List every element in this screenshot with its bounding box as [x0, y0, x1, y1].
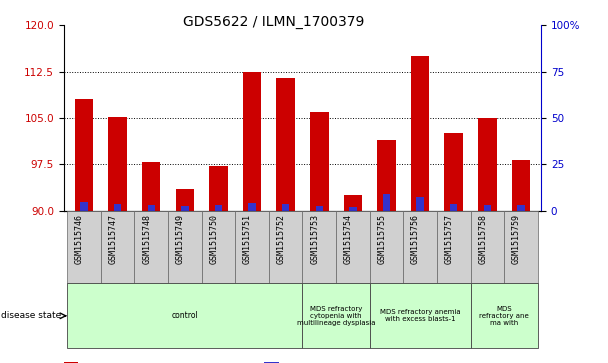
- Text: GSM1515749: GSM1515749: [176, 214, 185, 264]
- Text: control: control: [171, 311, 198, 320]
- Text: GSM1515753: GSM1515753: [310, 214, 319, 264]
- Text: GSM1515758: GSM1515758: [478, 214, 488, 264]
- Bar: [235, 211, 269, 283]
- Text: GSM1515755: GSM1515755: [378, 214, 387, 264]
- Text: GSM1515756: GSM1515756: [411, 214, 420, 264]
- Bar: [370, 283, 471, 348]
- Bar: [310, 112, 328, 211]
- Bar: [483, 205, 491, 211]
- Bar: [181, 206, 188, 211]
- Bar: [202, 211, 235, 283]
- Bar: [303, 211, 336, 283]
- Bar: [471, 211, 504, 283]
- Text: GSM1515752: GSM1515752: [277, 214, 286, 264]
- Bar: [478, 118, 497, 211]
- Bar: [416, 197, 424, 211]
- Bar: [209, 166, 227, 211]
- Bar: [316, 206, 323, 211]
- Bar: [450, 204, 457, 211]
- Text: GSM1515754: GSM1515754: [344, 214, 353, 264]
- Bar: [67, 283, 303, 348]
- Text: GSM1515747: GSM1515747: [109, 214, 117, 264]
- Bar: [101, 211, 134, 283]
- Bar: [383, 194, 390, 211]
- Bar: [344, 195, 362, 211]
- Bar: [403, 211, 437, 283]
- Bar: [471, 283, 537, 348]
- Bar: [277, 78, 295, 211]
- Bar: [108, 117, 127, 211]
- Bar: [114, 204, 122, 211]
- Text: GSM1515759: GSM1515759: [512, 214, 521, 264]
- Bar: [67, 211, 101, 283]
- Text: disease state: disease state: [1, 311, 61, 320]
- Bar: [215, 205, 222, 211]
- Text: MDS refractory anemia
with excess blasts-1: MDS refractory anemia with excess blasts…: [380, 309, 460, 322]
- Text: GSM1515751: GSM1515751: [243, 214, 252, 264]
- Bar: [437, 211, 471, 283]
- Bar: [134, 211, 168, 283]
- Bar: [168, 211, 202, 283]
- Bar: [512, 160, 530, 211]
- Bar: [517, 205, 525, 211]
- Text: MDS
refractory ane
ma with: MDS refractory ane ma with: [479, 306, 529, 326]
- Bar: [148, 205, 155, 211]
- Bar: [142, 162, 161, 211]
- Bar: [264, 362, 278, 363]
- Bar: [303, 283, 370, 348]
- Bar: [75, 99, 93, 211]
- Text: GDS5622 / ILMN_1700379: GDS5622 / ILMN_1700379: [183, 15, 364, 29]
- Text: GSM1515748: GSM1515748: [142, 214, 151, 264]
- Text: MDS refractory
cytopenia with
multilineage dysplasia: MDS refractory cytopenia with multilinea…: [297, 306, 375, 326]
- Bar: [64, 362, 78, 363]
- Bar: [504, 211, 537, 283]
- Bar: [411, 56, 429, 211]
- Bar: [80, 202, 88, 211]
- Bar: [444, 133, 463, 211]
- Text: GSM1515746: GSM1515746: [75, 214, 84, 264]
- Bar: [176, 189, 194, 211]
- Bar: [248, 203, 256, 211]
- Bar: [370, 211, 403, 283]
- Bar: [243, 72, 261, 211]
- Bar: [336, 211, 370, 283]
- Text: GSM1515750: GSM1515750: [209, 214, 218, 264]
- Bar: [349, 207, 357, 211]
- Bar: [269, 211, 303, 283]
- Bar: [378, 139, 396, 211]
- Bar: [282, 204, 289, 211]
- Text: GSM1515757: GSM1515757: [444, 214, 454, 264]
